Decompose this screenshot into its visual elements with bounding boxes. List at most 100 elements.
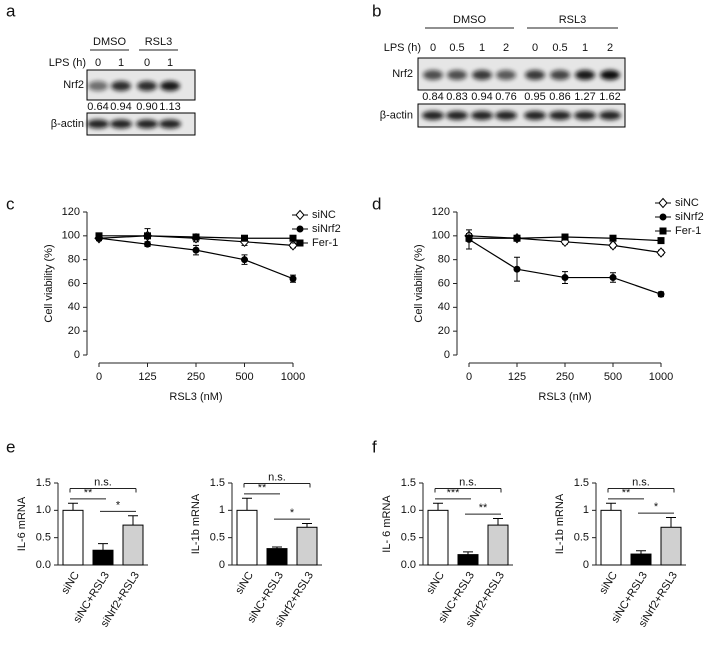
- lane-label: 1: [118, 57, 124, 69]
- bar: [457, 554, 479, 566]
- y-tick-label: 0: [219, 559, 225, 571]
- band: [496, 70, 516, 80]
- quant-label: 0.90: [136, 101, 157, 113]
- sig-label: *: [116, 499, 121, 511]
- error-bar: [302, 522, 312, 528]
- sig-label: n.s.: [459, 476, 477, 488]
- legend-label: siNrf2: [675, 211, 704, 223]
- x-tick-label: 0: [466, 371, 472, 383]
- x-tick-label: 250: [187, 371, 205, 383]
- lane-label: 0: [532, 42, 538, 54]
- sig-label: **: [258, 482, 267, 494]
- legend-label: siNC: [312, 209, 336, 221]
- marker: [609, 234, 617, 242]
- x-axis-label: RSL3 (nM): [169, 391, 222, 403]
- band: [423, 70, 443, 80]
- y-tick-label: 0: [444, 349, 450, 361]
- band: [574, 111, 596, 120]
- quant-label: 0.86: [549, 91, 570, 103]
- panel-label: d: [372, 194, 381, 213]
- marker: [465, 234, 473, 242]
- group-label: DMSO: [453, 14, 486, 26]
- marker: [241, 234, 248, 242]
- x-tick-label: 125: [138, 371, 156, 383]
- legend-label: Fer-1: [675, 225, 701, 237]
- marker: [192, 233, 200, 241]
- band: [550, 70, 570, 80]
- quant-label: 0.76: [495, 91, 516, 103]
- x-tick-label: 500: [604, 371, 622, 383]
- error-bar: [606, 502, 616, 511]
- y-tick-label: 80: [68, 254, 80, 266]
- marker: [289, 275, 297, 283]
- legend-label: siNC: [675, 197, 699, 209]
- marker: [288, 240, 298, 251]
- band: [525, 70, 545, 80]
- bar: [660, 526, 682, 566]
- band: [446, 111, 468, 120]
- band: [88, 81, 108, 91]
- sig-bracket: [607, 488, 675, 493]
- panel-label: b: [372, 1, 381, 20]
- band: [471, 111, 493, 120]
- x-tick-label: siNC: [424, 570, 447, 597]
- y-tick-label: 20: [438, 325, 450, 337]
- y-tick-label: 100: [432, 230, 450, 242]
- y-tick-label: 20: [68, 325, 80, 337]
- band: [160, 81, 180, 91]
- y-tick-label: 1.5: [574, 477, 589, 489]
- y-tick-label: 0: [583, 559, 589, 571]
- band: [136, 119, 158, 129]
- y-axis-label: Cell viability (%): [413, 244, 425, 322]
- legend-marker: [658, 197, 668, 209]
- legend-marker: [659, 213, 667, 221]
- bar: [62, 509, 84, 566]
- lane-label: 0.5: [449, 42, 464, 54]
- error-bar: [68, 502, 78, 511]
- y-tick-label: 1.5: [36, 477, 51, 489]
- sig-label: n.s.: [94, 476, 112, 488]
- band: [600, 70, 620, 80]
- bar: [266, 548, 288, 566]
- sig-label: *: [290, 507, 295, 519]
- group-label: RSL3: [559, 14, 587, 26]
- band: [549, 111, 571, 120]
- y-tick-label: 1: [219, 504, 225, 516]
- y-tick-label: 60: [438, 277, 450, 289]
- legend-marker: [296, 239, 304, 247]
- y-tick-label: 80: [438, 254, 450, 266]
- series-line: [98, 237, 294, 280]
- band: [599, 111, 621, 120]
- row-label: LPS (h): [384, 42, 421, 54]
- lane-label: 0: [95, 57, 101, 69]
- x-tick-label: 500: [235, 371, 253, 383]
- y-tick-label: 1: [583, 504, 589, 516]
- band: [524, 111, 546, 120]
- x-tick-label: siNC: [59, 570, 82, 597]
- row-label: LPS (h): [49, 57, 86, 69]
- panel-label: a: [6, 1, 16, 20]
- y-axis-label: IL-6 mRNA: [16, 496, 28, 551]
- y-tick-label: 1.5: [401, 477, 416, 489]
- y-tick-label: 1.5: [210, 477, 225, 489]
- sig-bracket: [434, 488, 502, 493]
- lane-label: 2: [607, 42, 613, 54]
- sig-label: *: [654, 501, 659, 513]
- y-tick-label: 0.0: [36, 559, 51, 571]
- panel-label: c: [6, 194, 15, 213]
- quant-label: 0.94: [110, 101, 131, 113]
- y-tick-label: 0.5: [210, 532, 225, 544]
- x-axis-label: RSL3 (nM): [538, 391, 591, 403]
- y-axis-label: IL- 6 mRNA: [381, 495, 393, 553]
- error-bar: [493, 518, 503, 526]
- band: [575, 70, 595, 80]
- control-label: β-actin: [380, 109, 413, 121]
- marker: [241, 256, 248, 264]
- y-tick-label: 0.5: [36, 532, 51, 544]
- sig-bracket: [243, 483, 311, 488]
- y-axis-label: IL-1b mRNA: [554, 493, 566, 554]
- band: [87, 119, 109, 129]
- lane-label: 1: [167, 57, 173, 69]
- group-label: DMSO: [93, 36, 126, 48]
- y-axis-label: IL-1b mRNA: [190, 493, 202, 554]
